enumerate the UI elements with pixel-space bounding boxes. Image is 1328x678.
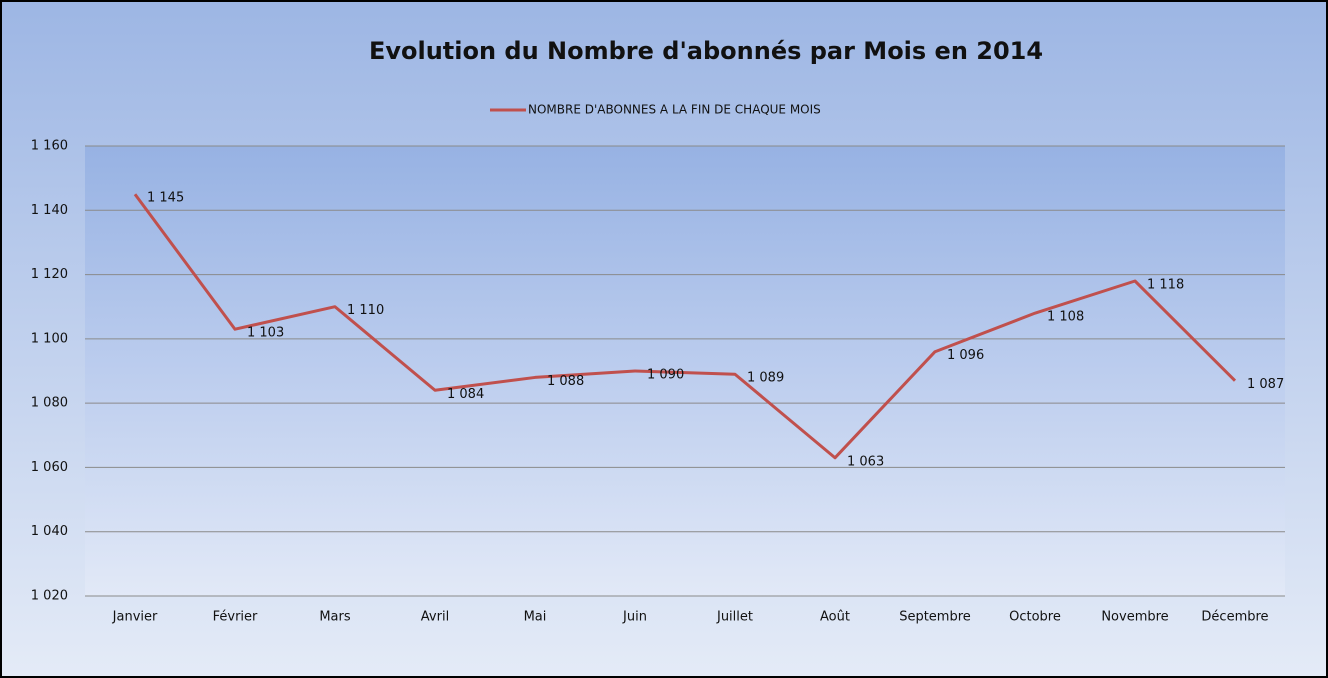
data-label: 1 088 <box>547 374 584 389</box>
x-tick-label: Avril <box>421 610 449 625</box>
y-tick-label: 1 040 <box>31 524 68 539</box>
x-tick-label: Janvier <box>112 610 158 625</box>
chart-title: Evolution du Nombre d'abonnés par Mois e… <box>369 37 1043 65</box>
data-label: 1 063 <box>847 454 884 469</box>
data-label: 1 084 <box>447 387 484 402</box>
legend-label: NOMBRE D'ABONNES A LA FIN DE CHAQUE MOIS <box>528 103 821 117</box>
x-tick-label: Mars <box>319 610 351 625</box>
x-tick-label: Août <box>820 610 850 625</box>
data-label: 1 103 <box>247 326 284 341</box>
x-tick-label: Septembre <box>899 610 971 625</box>
data-label: 1 087 <box>1247 377 1284 392</box>
x-tick-label: Juillet <box>716 610 753 625</box>
y-tick-label: 1 140 <box>31 203 68 218</box>
data-label: 1 108 <box>1047 310 1084 325</box>
x-tick-label: Juin <box>622 610 647 625</box>
line <box>133 193 1237 460</box>
y-tick-label: 1 100 <box>31 331 68 346</box>
x-tick-label: Octobre <box>1009 610 1061 625</box>
y-tick-label: 1 160 <box>31 139 68 154</box>
x-tick-label: Février <box>213 610 258 625</box>
x-tick-label: Novembre <box>1101 610 1168 625</box>
plot-area <box>85 146 1285 596</box>
y-tick-label: 1 020 <box>31 589 68 604</box>
x-tick-label: Mai <box>524 610 547 625</box>
data-label: 1 145 <box>147 191 184 206</box>
data-label: 1 110 <box>347 303 384 318</box>
data-label: 1 090 <box>647 368 684 383</box>
y-tick-label: 1 120 <box>31 267 68 282</box>
y-tick-label: 1 060 <box>31 460 68 475</box>
data-label: 1 096 <box>947 348 984 363</box>
data-label: 1 118 <box>1147 278 1184 293</box>
data-label: 1 089 <box>747 371 784 386</box>
x-tick-label: Décembre <box>1201 610 1268 625</box>
y-tick-label: 1 080 <box>31 396 68 411</box>
